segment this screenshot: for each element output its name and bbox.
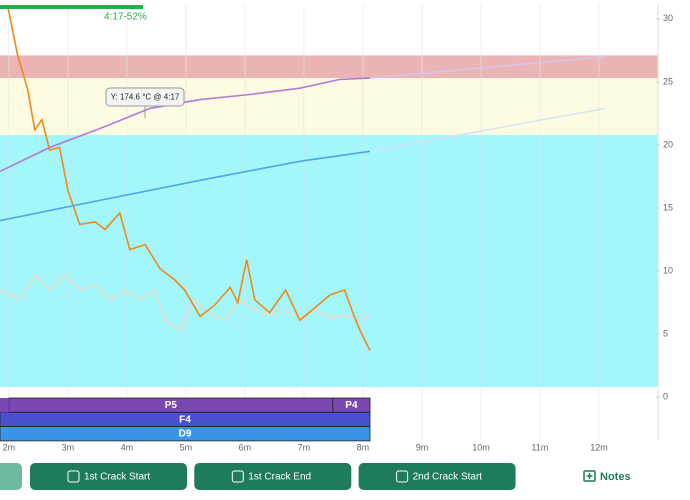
x-tick-label: 12m (590, 442, 608, 452)
button-label[interactable]: 1st Crack End (248, 472, 311, 483)
button[interactable]: 2nd Crack Start (358, 463, 516, 490)
progress-bar (0, 5, 143, 9)
series-line (369, 107, 606, 153)
notes-label[interactable]: Notes (600, 471, 631, 483)
y-tick-label: 5 (663, 328, 668, 338)
tooltip: Y: 174.6 °C @ 4:17 (105, 87, 185, 118)
x-tick-label: 6m (239, 442, 252, 452)
band (0, 134, 658, 387)
button-bg[interactable] (30, 463, 187, 490)
phase-label: P4 (345, 400, 358, 411)
checkbox[interactable] (231, 470, 244, 483)
series-line (0, 273, 371, 332)
x-tick-label: 8m (357, 442, 370, 452)
button-label[interactable]: 1st Crack Start (84, 472, 150, 483)
phase-label: F4 (179, 414, 191, 425)
series-line (6, 6, 371, 351)
tooltip-text: Y: 174.6 °C @ 4:17 (111, 93, 180, 102)
phase-label: P5 (165, 400, 178, 411)
phase-bar (0, 426, 371, 442)
button[interactable]: 1st Crack Start (30, 463, 187, 490)
x-tick-label: 10m (472, 442, 490, 452)
series-line (369, 55, 605, 79)
x-tick-label: 2m (3, 442, 16, 452)
y-tick-label: 0 (663, 392, 668, 402)
x-tick-label: 9m (416, 442, 429, 452)
x-tick-label: 3m (62, 442, 75, 452)
progress-label: 4:17-52% (104, 12, 147, 23)
y-tick-label: 20 (663, 139, 673, 149)
phase-label: D9 (179, 429, 192, 440)
series-line (0, 150, 371, 222)
x-tick-label: 4m (121, 442, 134, 452)
button-bg[interactable] (358, 463, 516, 490)
button-bg[interactable] (194, 463, 352, 490)
x-tick-label: 11m (532, 442, 549, 452)
band (0, 55, 658, 79)
y-tick-label: 15 (663, 202, 673, 212)
band (0, 78, 658, 135)
button[interactable]: 1st Crack End (194, 463, 352, 490)
checkbox[interactable] (67, 470, 80, 483)
button[interactable] (0, 463, 22, 490)
series-line (0, 77, 371, 173)
checkbox[interactable] (396, 470, 409, 483)
x-tick-label: 7m (298, 442, 311, 452)
button-label[interactable]: 2nd Crack Start (413, 472, 483, 483)
y-tick-label: 30 (663, 13, 673, 23)
y-tick-label: 25 (663, 76, 673, 86)
y-tick-label: 10 (663, 265, 673, 275)
x-tick-label: 5m (180, 442, 193, 452)
notes-button[interactable]: Notes (583, 470, 631, 483)
phase-bar-edge (0, 398, 9, 413)
